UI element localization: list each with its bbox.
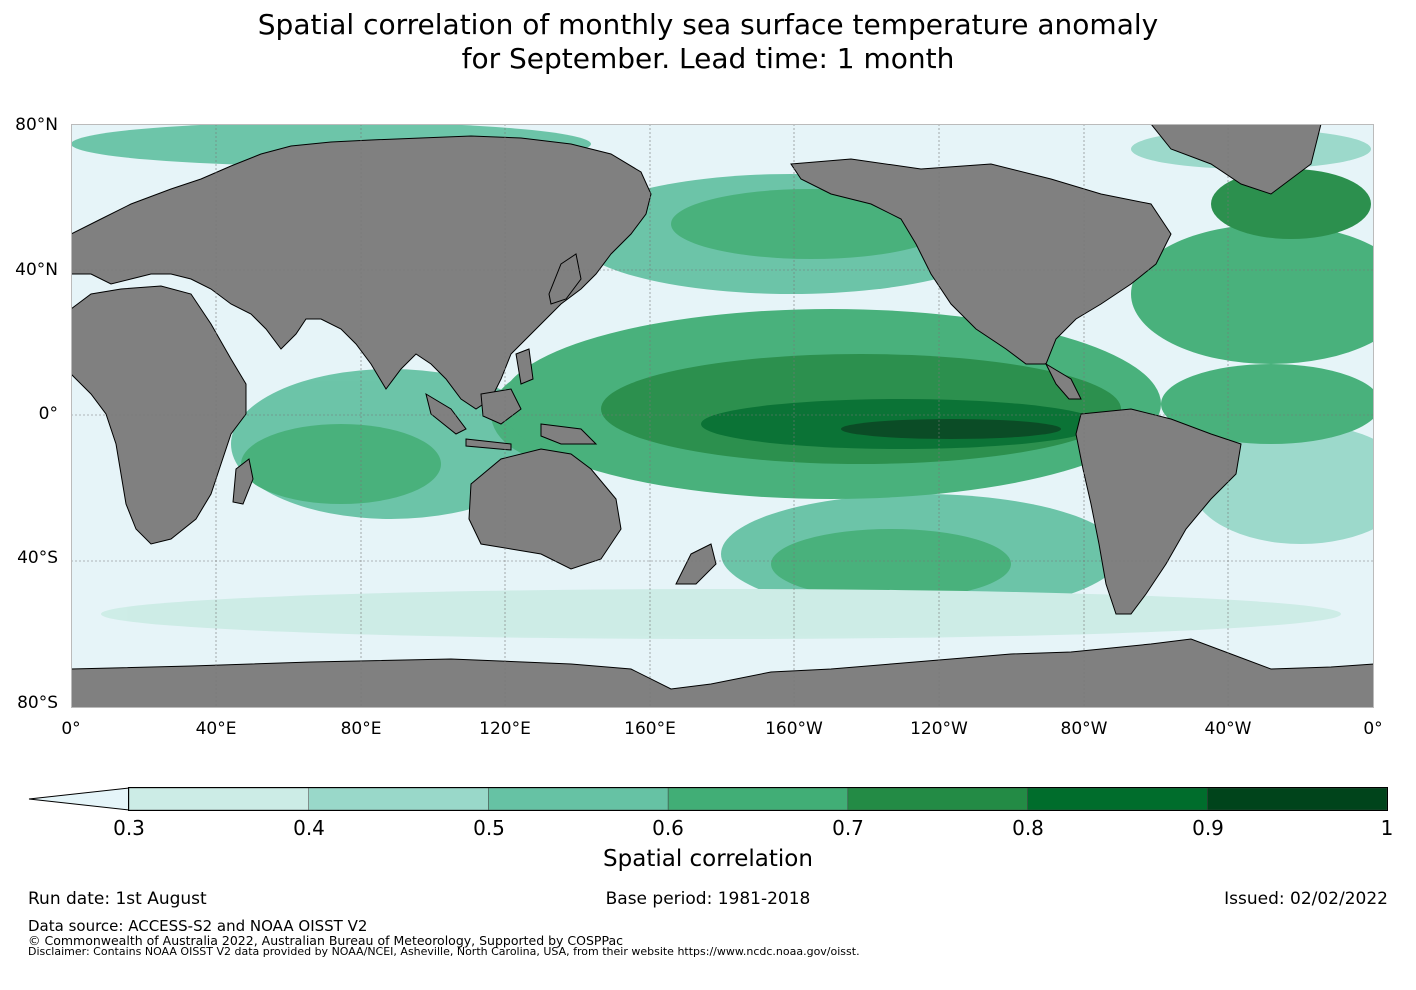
lat-label-40s: 40°S bbox=[17, 548, 58, 568]
colorbar-tick-0-7: 0.7 bbox=[832, 816, 864, 840]
south-pacific-core bbox=[771, 529, 1011, 599]
colorbar-tick-0-4: 0.4 bbox=[293, 816, 325, 840]
colorbar-tick-0-3: 0.3 bbox=[113, 816, 145, 840]
indian-ocean-core bbox=[241, 424, 441, 504]
australia bbox=[468, 448, 622, 570]
greenland bbox=[1150, 124, 1322, 195]
base-period: Base period: 1981-2018 bbox=[605, 889, 811, 909]
data-source: Data source: ACCESS-S2 and NOAA OISST V2 bbox=[28, 917, 368, 935]
lon-label-120e: 120°E bbox=[479, 719, 531, 739]
new-zealand bbox=[675, 543, 717, 585]
colorbar-outline bbox=[128, 787, 1388, 811]
correlation-map bbox=[71, 124, 1374, 708]
colorbar-swatch-5 bbox=[847, 787, 1028, 811]
north-atlantic-zone bbox=[1131, 224, 1374, 364]
run-date: Run date: 1st August bbox=[28, 889, 207, 909]
chart-title-line-2: for September. Lead time: 1 month bbox=[461, 42, 955, 75]
colorbar-label: Spatial correlation bbox=[603, 846, 813, 872]
colorbar-tick-0-6: 0.6 bbox=[652, 816, 684, 840]
graticule bbox=[71, 124, 1374, 708]
madagascar bbox=[232, 458, 254, 505]
colorbar-swatch-4 bbox=[667, 787, 849, 811]
southern-ocean-band bbox=[101, 589, 1341, 639]
antarctica bbox=[71, 638, 1374, 708]
colorbar-swatch-1 bbox=[128, 787, 309, 811]
lon-label-0-left: 0° bbox=[61, 719, 81, 739]
lon-label-80w: 80°W bbox=[1060, 719, 1108, 739]
colorbar-tick-1: 1 bbox=[1380, 816, 1394, 840]
colorbar-extend-arrow bbox=[28, 787, 130, 811]
colorbar-swatch-7 bbox=[1207, 787, 1388, 811]
lon-label-40w: 40°W bbox=[1204, 719, 1252, 739]
colorbar-swatch-3 bbox=[488, 787, 669, 811]
equatorial-pacific-peak bbox=[841, 419, 1061, 439]
colorbar-swatch-2 bbox=[308, 787, 489, 811]
tropical-atlantic-zone bbox=[1161, 364, 1374, 444]
colorbar-tick-0-9: 0.9 bbox=[1192, 816, 1224, 840]
java bbox=[465, 438, 512, 451]
south-america bbox=[1075, 408, 1242, 615]
lat-label-80s: 80°S bbox=[17, 693, 58, 713]
philippines bbox=[515, 348, 534, 385]
lat-label-40n: 40°N bbox=[15, 260, 58, 280]
japan bbox=[548, 253, 582, 305]
issued-date: Issued: 02/02/2022 bbox=[1224, 889, 1388, 909]
africa bbox=[71, 285, 247, 545]
disclaimer: Disclaimer: Contains NOAA OISST V2 data … bbox=[28, 945, 860, 958]
colorbar-swatch-6 bbox=[1027, 787, 1208, 811]
sumatra bbox=[425, 392, 467, 435]
lon-label-120w: 120°W bbox=[910, 719, 968, 739]
colorbar bbox=[28, 787, 1388, 811]
lon-label-80e: 80°E bbox=[340, 719, 382, 739]
lon-label-0-right: 0° bbox=[1363, 719, 1383, 739]
lon-label-40e: 40°E bbox=[195, 719, 237, 739]
map-border bbox=[71, 124, 1374, 708]
chart-title-line-1: Spatial correlation of monthly sea surfa… bbox=[257, 8, 1159, 41]
colorbar-tick-0-5: 0.5 bbox=[473, 816, 505, 840]
copyright: © Commonwealth of Australia 2022, Austra… bbox=[28, 933, 623, 948]
lon-label-160e: 160°E bbox=[624, 719, 676, 739]
lon-label-160w: 160°W bbox=[765, 719, 823, 739]
lat-label-80n: 80°N bbox=[15, 115, 58, 135]
colorbar-tick-0-8: 0.8 bbox=[1012, 816, 1044, 840]
lat-label-0: 0° bbox=[38, 404, 58, 424]
new-guinea bbox=[540, 423, 598, 445]
north-america bbox=[790, 158, 1172, 365]
central-america bbox=[1044, 362, 1082, 400]
